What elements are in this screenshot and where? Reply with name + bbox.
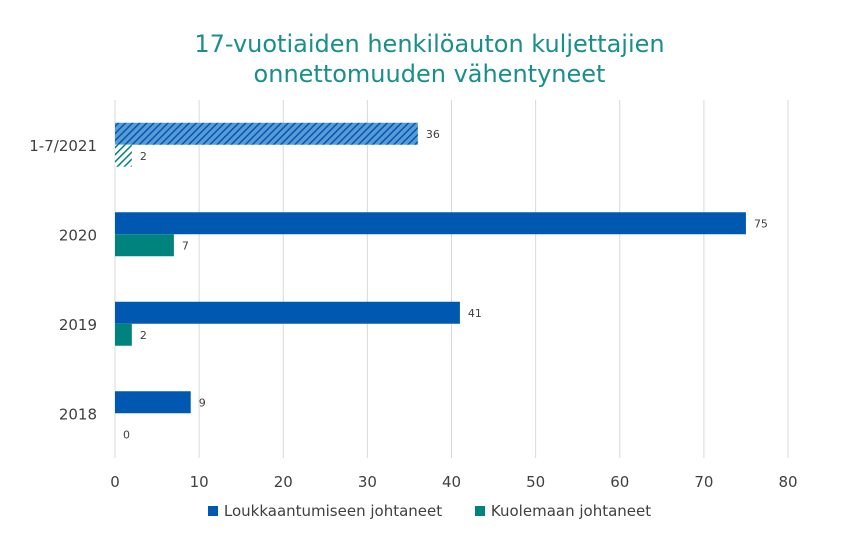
bar-death bbox=[115, 144, 132, 167]
data-label: 7 bbox=[182, 239, 189, 252]
legend-swatch-death bbox=[474, 506, 485, 516]
legend-swatch-injury bbox=[207, 506, 218, 516]
y-category-label: 2020 bbox=[59, 226, 97, 244]
x-tick-label: 20 bbox=[274, 473, 293, 491]
bar-injury bbox=[115, 212, 746, 235]
y-category-label: 1-7/2021 bbox=[29, 137, 97, 155]
data-label: 75 bbox=[754, 217, 768, 230]
y-category-label: 2019 bbox=[59, 316, 97, 334]
bar-injury bbox=[115, 301, 460, 324]
data-label: 0 bbox=[123, 428, 130, 441]
x-tick-label: 40 bbox=[442, 473, 461, 491]
legend-label-injury: Loukkaantumiseen johtaneet bbox=[223, 502, 443, 520]
x-tick-label: 80 bbox=[778, 473, 797, 491]
data-label: 36 bbox=[426, 128, 440, 141]
data-label: 2 bbox=[140, 329, 147, 342]
data-label: 41 bbox=[468, 307, 482, 320]
x-tick-label: 10 bbox=[190, 473, 209, 491]
data-label: 9 bbox=[199, 396, 206, 409]
x-tick-label: 30 bbox=[358, 473, 377, 491]
bar-death bbox=[115, 323, 132, 346]
legend: Loukkaantumiseen johtaneet Kuolemaan joh… bbox=[0, 502, 859, 520]
x-tick-label: 0 bbox=[110, 473, 120, 491]
chart-title-line-1: 17-vuotiaiden henkilöauton kuljettajien bbox=[194, 30, 665, 58]
legend-item-death: Kuolemaan johtaneet bbox=[474, 502, 652, 520]
x-tick-label: 70 bbox=[694, 473, 713, 491]
legend-item-injury: Loukkaantumiseen johtaneet bbox=[207, 502, 443, 520]
bar-injury bbox=[115, 122, 418, 145]
bar-death bbox=[115, 234, 174, 257]
bar-injury bbox=[115, 391, 191, 414]
y-category-label: 2018 bbox=[59, 405, 97, 423]
x-tick-label: 50 bbox=[526, 473, 545, 491]
legend-label-death: Kuolemaan johtaneet bbox=[490, 502, 652, 520]
chart-title-line-2: onnettomuuden vähentyneet bbox=[253, 60, 606, 88]
x-tick-label: 60 bbox=[610, 473, 629, 491]
data-label: 2 bbox=[140, 150, 147, 163]
